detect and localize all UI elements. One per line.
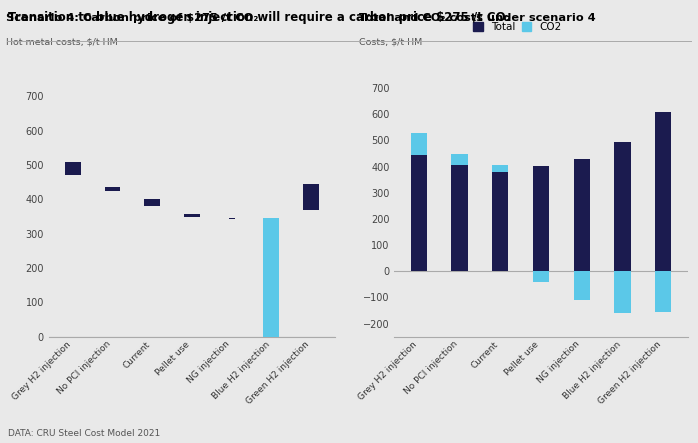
Bar — [655, 112, 671, 271]
Text: Transition to blue hydrogen injection will require a carbon price $275 /t CO₂: Transition to blue hydrogen injection wi… — [8, 11, 511, 24]
Bar — [452, 154, 468, 165]
Bar — [452, 165, 468, 271]
Bar — [303, 184, 319, 210]
Bar — [614, 142, 630, 271]
Bar — [410, 155, 427, 271]
Text: Costs, $/t HM: Costs, $/t HM — [359, 37, 422, 47]
Bar — [229, 218, 235, 219]
Text: DATA: CRU Steel Cost Model 2021: DATA: CRU Steel Cost Model 2021 — [8, 429, 161, 438]
Bar — [105, 187, 120, 191]
Text: Scenario 4: Carbon price of $275 /t CO₂: Scenario 4: Carbon price of $275 /t CO₂ — [6, 12, 258, 23]
Bar — [144, 199, 160, 206]
Bar — [492, 164, 508, 172]
Bar — [264, 218, 279, 337]
Bar — [65, 162, 81, 175]
Legend: Total, CO2: Total, CO2 — [473, 22, 562, 32]
Text: Hot metal costs, $/t HM: Hot metal costs, $/t HM — [6, 37, 118, 47]
Bar — [184, 214, 200, 217]
Text: Total and CO₂ costs under scenario 4: Total and CO₂ costs under scenario 4 — [359, 12, 596, 23]
Bar — [655, 271, 671, 312]
Bar — [574, 271, 590, 299]
Bar — [492, 172, 508, 271]
Bar — [574, 159, 590, 271]
Bar — [533, 271, 549, 282]
Bar — [614, 271, 630, 313]
Bar — [410, 133, 427, 155]
Bar — [533, 166, 549, 271]
